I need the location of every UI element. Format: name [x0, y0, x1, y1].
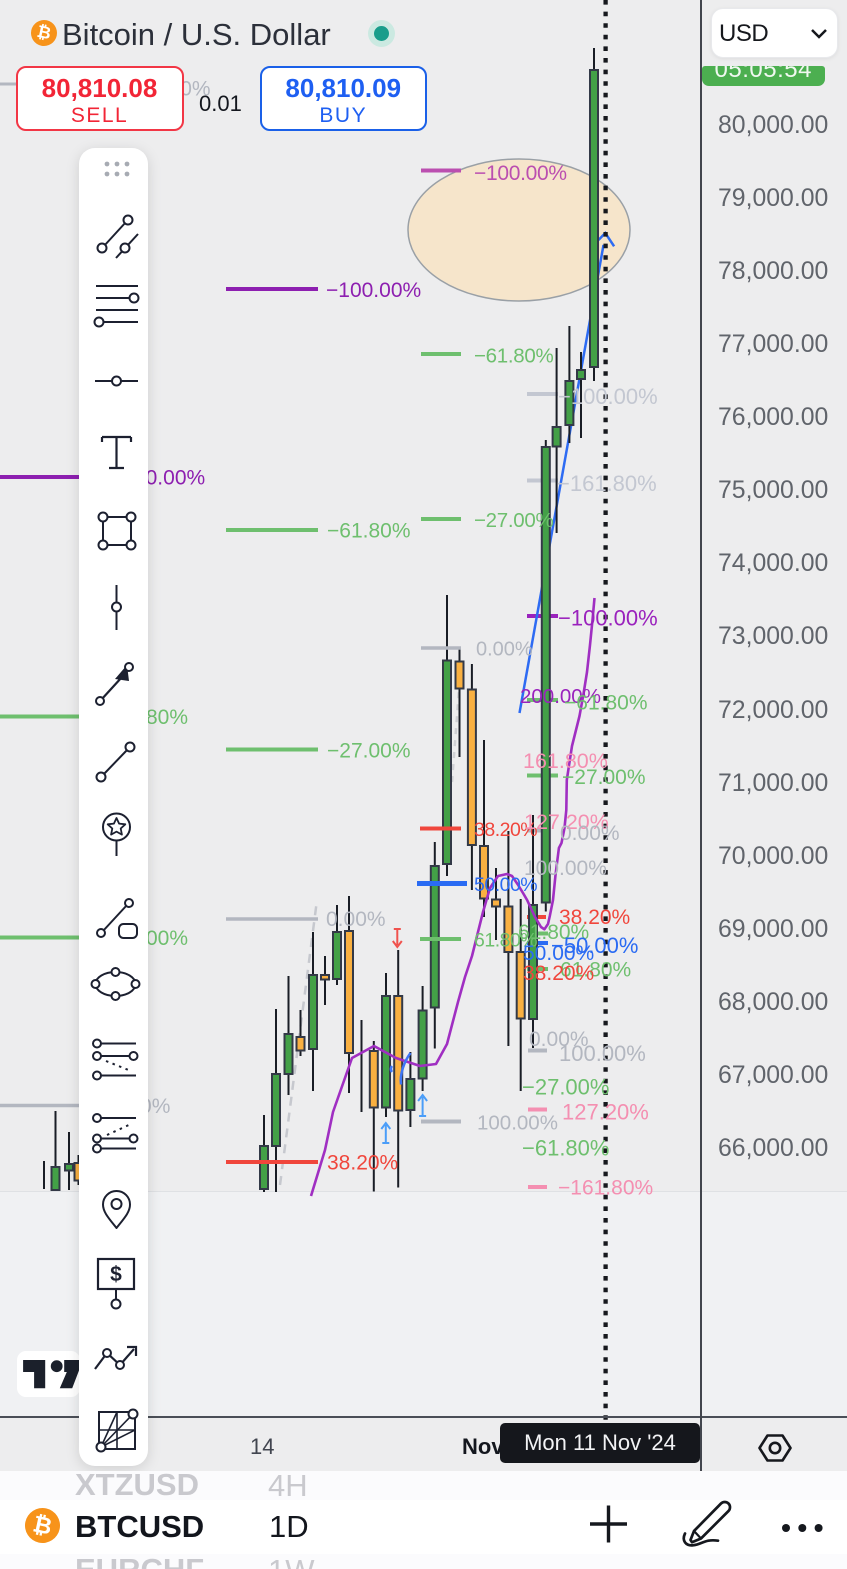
svg-text:$: $	[110, 1263, 122, 1286]
svg-text:100.00%: 100.00%	[524, 857, 607, 880]
svg-text:38.20%: 38.20%	[523, 962, 594, 985]
svg-text:−100.00%: −100.00%	[558, 384, 658, 409]
svg-text:−100.00%: −100.00%	[326, 279, 421, 302]
svg-text:−61.80%: −61.80%	[474, 344, 553, 367]
svg-text:−61.80%: −61.80%	[522, 1135, 609, 1160]
svg-text:38.20%: 38.20%	[327, 1152, 398, 1175]
svg-text:−61.80%: −61.80%	[327, 520, 411, 543]
svg-text:0.00%: 0.00%	[529, 1028, 589, 1051]
svg-text:−161.80%: −161.80%	[558, 1177, 653, 1200]
svg-text:200.00%: 200.00%	[520, 685, 601, 708]
svg-text:127.20%: 127.20%	[524, 810, 609, 834]
svg-text:100.00%: 100.00%	[477, 1111, 558, 1134]
svg-text:127.20%: 127.20%	[562, 1099, 649, 1124]
svg-text:−27.00%: −27.00%	[522, 1074, 609, 1099]
svg-text:38.20%: 38.20%	[474, 819, 537, 841]
svg-text:50.00%: 50.00%	[523, 942, 594, 965]
svg-text:38.20%: 38.20%	[559, 906, 630, 929]
svg-text:−27.00%: −27.00%	[474, 509, 553, 532]
svg-text:161.80%: 161.80%	[523, 749, 608, 773]
svg-text:−161.80%: −161.80%	[557, 471, 657, 496]
svg-text:100.00%: 100.00%	[559, 1041, 646, 1066]
svg-text:50.00%: 50.00%	[474, 874, 537, 896]
svg-text:−61.80%: −61.80%	[564, 692, 648, 715]
svg-text:61.80%: 61.80%	[560, 959, 631, 982]
svg-text:−100.00%: −100.00%	[558, 605, 658, 630]
svg-text:−50.00%: −50.00%	[551, 933, 638, 958]
svg-text:61.80%: 61.80%	[474, 929, 537, 951]
svg-text:−27.00%: −27.00%	[562, 766, 646, 789]
svg-text:−100.00%: −100.00%	[474, 162, 567, 185]
svg-text:−27.00%: −27.00%	[327, 740, 411, 763]
svg-text:61.80%: 61.80%	[518, 921, 589, 944]
svg-text:0.00%: 0.00%	[560, 822, 620, 845]
svg-text:0.00%: 0.00%	[476, 639, 533, 661]
svg-text:0.00%: 0.00%	[326, 908, 386, 931]
